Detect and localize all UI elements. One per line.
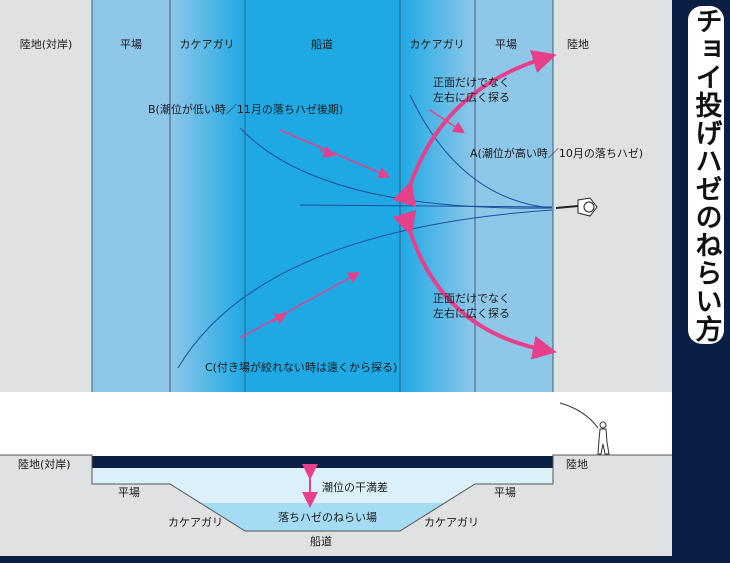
- sweep-arrows: [392, 50, 557, 360]
- zone-label: 陸地(対岸): [20, 37, 73, 51]
- seabed-profile: [0, 454, 672, 532]
- zone-label: 平場: [120, 38, 142, 51]
- section-label: 潮位の干満差: [322, 480, 388, 494]
- annotation-a: A(潮位が高い時／10月の落ちハゼ): [470, 146, 643, 160]
- title-banner: チョイ投げハゼのねらい方: [688, 6, 724, 344]
- zone-label: 平場: [495, 38, 517, 51]
- zone-channel: [245, 0, 400, 392]
- tide-water: [92, 468, 553, 531]
- section-label: カケアガリ: [168, 516, 223, 529]
- zone-flat-left: [92, 0, 170, 392]
- zone-label: 船道: [311, 37, 333, 51]
- zone-slope-right: [400, 0, 475, 392]
- section-label: カケアガリ: [424, 516, 479, 529]
- zone-slope-left: [170, 0, 245, 392]
- section-label: 平場: [118, 486, 140, 499]
- zone-label: 陸地: [567, 38, 589, 51]
- annotation-b: B(潮位が低い時／11月の落ちハゼ後期): [148, 102, 343, 116]
- section-sky: [0, 392, 672, 456]
- sweep-note: 左右に広く探る: [433, 90, 510, 104]
- target-water: [200, 503, 445, 531]
- sweep-note: 正面だけでなく: [433, 292, 510, 305]
- section-label: 陸地: [566, 458, 588, 471]
- zone-label: カケアガリ: [180, 38, 235, 51]
- section-label: 平場: [494, 486, 516, 499]
- zone-label: カケアガリ: [410, 38, 465, 51]
- page-title: チョイ投げハゼのねらい方: [690, 7, 722, 343]
- section-label: 船道: [310, 534, 332, 548]
- angler-side-icon: [559, 402, 610, 455]
- section-label: 落ちハゼのねらい場: [278, 511, 377, 524]
- annotation-c: C(付き場が絞れない時は遠くから探る): [205, 360, 397, 374]
- section-label: 陸地(対岸): [18, 457, 71, 471]
- sweep-note: 左右に広く探る: [433, 306, 510, 320]
- angler-top-icon: [555, 197, 598, 217]
- sweep-note: 正面だけでなく: [433, 76, 510, 89]
